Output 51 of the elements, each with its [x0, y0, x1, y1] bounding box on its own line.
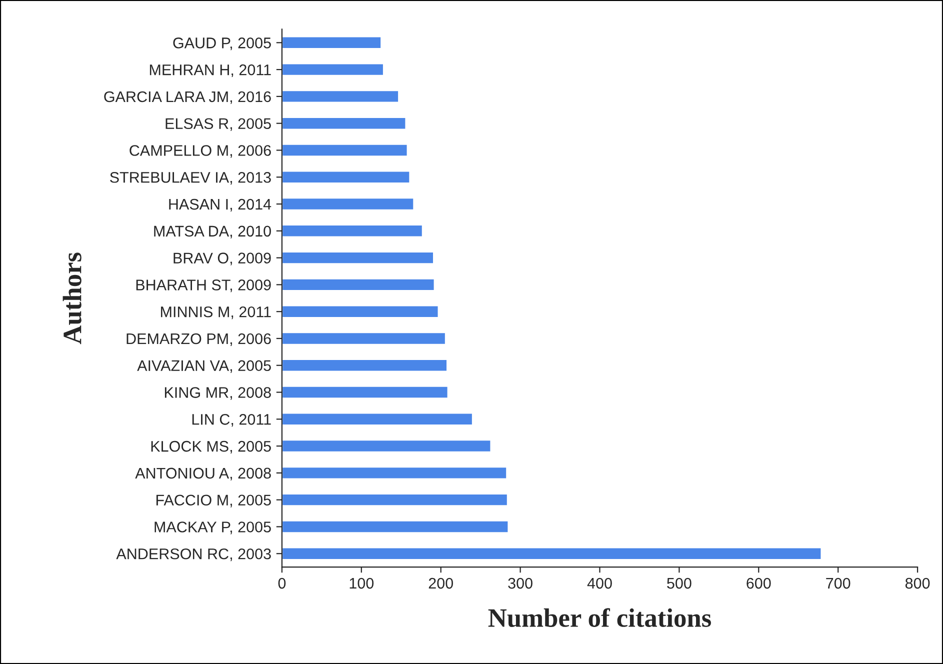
bar [282, 493, 508, 507]
bar [282, 278, 436, 292]
y-tick-label: DEMARZO PM, 2006 [126, 333, 271, 346]
y-tick-label: FACCIO M, 2005 [156, 494, 271, 508]
x-tick-label: 400 [587, 578, 612, 589]
bar [282, 197, 415, 211]
y-tick-label: GARCIA LARA JM, 2016 [104, 91, 271, 104]
x-tick-label: 200 [428, 578, 453, 589]
y-tick-label: BRAV O, 2009 [174, 252, 271, 266]
bar [282, 439, 492, 453]
bar [282, 90, 400, 104]
bar [282, 520, 510, 534]
x-axis-title: Number of citations [488, 608, 712, 628]
bar [282, 386, 449, 400]
bar [282, 358, 448, 372]
bar [282, 546, 822, 560]
bar [282, 62, 384, 76]
y-tick-label: ELSAS R, 2005 [166, 118, 271, 131]
y-tick-label: GAUD P, 2005 [173, 38, 271, 50]
y-tick-label: MACKAY P, 2005 [154, 522, 271, 534]
x-tick-label: 100 [350, 578, 374, 589]
bar [282, 170, 411, 184]
y-tick-label: KING MR, 2008 [164, 387, 271, 400]
y-tick-label: MINNIS M, 2011 [161, 306, 271, 320]
y-tick-label: BHARATH ST, 2009 [136, 280, 271, 292]
y-tick-label: ANDERSON RC, 2003 [116, 548, 271, 562]
x-tick-label: 800 [905, 578, 930, 589]
y-tick-label: ANTONIOU A, 2008 [135, 468, 271, 480]
x-tick-label: 600 [746, 578, 771, 589]
x-tick-label: 300 [508, 578, 532, 589]
y-tick-label: KLOCK MS, 2005 [151, 440, 271, 454]
y-tick-label: CAMPELLO M, 2006 [130, 145, 271, 158]
x-tick-label: 0 [278, 578, 286, 589]
bar [282, 466, 508, 480]
bar [282, 332, 446, 346]
y-tick-label: MATSA DA, 2010 [154, 226, 271, 238]
bar [282, 36, 382, 50]
bar [282, 304, 440, 318]
y-tick-label: LIN C, 2011 [192, 414, 271, 427]
y-tick-label: STREBULAEV IA, 2013 [110, 172, 271, 185]
bar [282, 251, 434, 265]
y-tick-label: HASAN I, 2014 [169, 198, 272, 212]
x-tick-label: 700 [826, 578, 850, 589]
y-axis-title: Authors [62, 252, 82, 344]
bar [282, 116, 407, 130]
bar [282, 224, 424, 238]
y-tick-label: MEHRAN H, 2011 [150, 64, 271, 78]
x-tick-label: 500 [667, 578, 692, 589]
y-tick-label: AIVAZIAN VA, 2005 [137, 360, 271, 373]
bar [282, 143, 408, 157]
bar [282, 412, 474, 426]
